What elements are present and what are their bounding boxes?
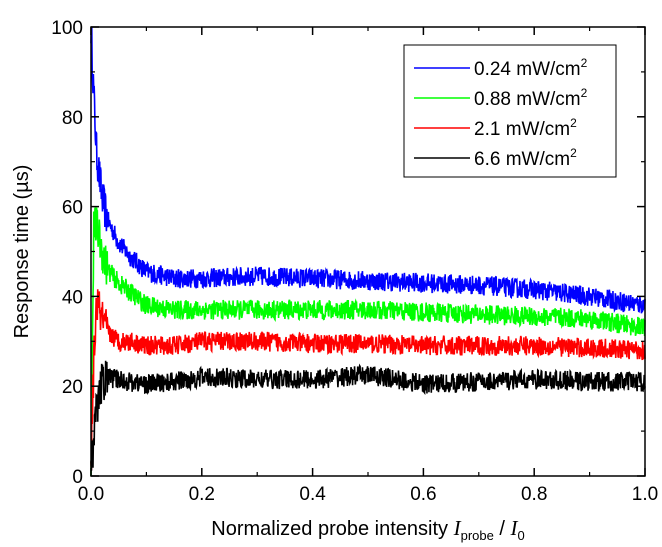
legend-box [403,44,617,178]
legend: 0.24 mW/cm2 0.88 mW/cm2 2.1 mW/cm2 6.6 mW/c… [403,44,617,178]
series-line-2 [90,207,646,477]
x-axis-title-var1: I [453,516,462,540]
legend-label: 6.6 mW/cm2 [474,146,577,170]
y-tick-label: 20 [62,377,83,398]
y-tick-label: 60 [62,198,83,219]
x-tick-label: 1.0 [632,484,658,505]
x-axis-title-var2: I [510,516,519,540]
x-axis-title-var1-sub: probe [461,528,494,543]
series-line-1 [90,26,646,314]
y-tick-label: 40 [62,287,83,308]
x-tick-label: 0.6 [410,484,436,505]
legend-label: 0.88 mW/cm2 [474,86,588,110]
series-line-3 [90,289,646,471]
x-tick-label: 0.0 [78,484,104,505]
series-layer [90,26,646,477]
y-tick-label: 0 [72,467,83,488]
x-axis-title: Normalized probe intensity Iprobe / I0 [211,516,525,543]
legend-label: 2.1 mW/cm2 [474,116,577,140]
y-tick-label: 80 [62,108,83,129]
x-tick-label: 0.8 [521,484,547,505]
x-tick-label: 0.2 [189,484,215,505]
x-axis-title-var2-sub: 0 [518,528,525,543]
y-axis-title: Response time (µs) [11,165,33,339]
tick-layer: 0.0 0.2 0.4 0.6 0.8 1.0 0 20 40 60 80 100 [51,18,658,505]
x-axis-title-prefix: Normalized probe intensity [211,518,453,540]
legend-label: 0.24 mW/cm2 [474,56,588,80]
x-tick-label: 0.4 [299,484,326,505]
series-line-4 [90,360,646,471]
x-axis-title-sep: / [494,518,511,540]
y-tick-label: 100 [51,18,83,39]
